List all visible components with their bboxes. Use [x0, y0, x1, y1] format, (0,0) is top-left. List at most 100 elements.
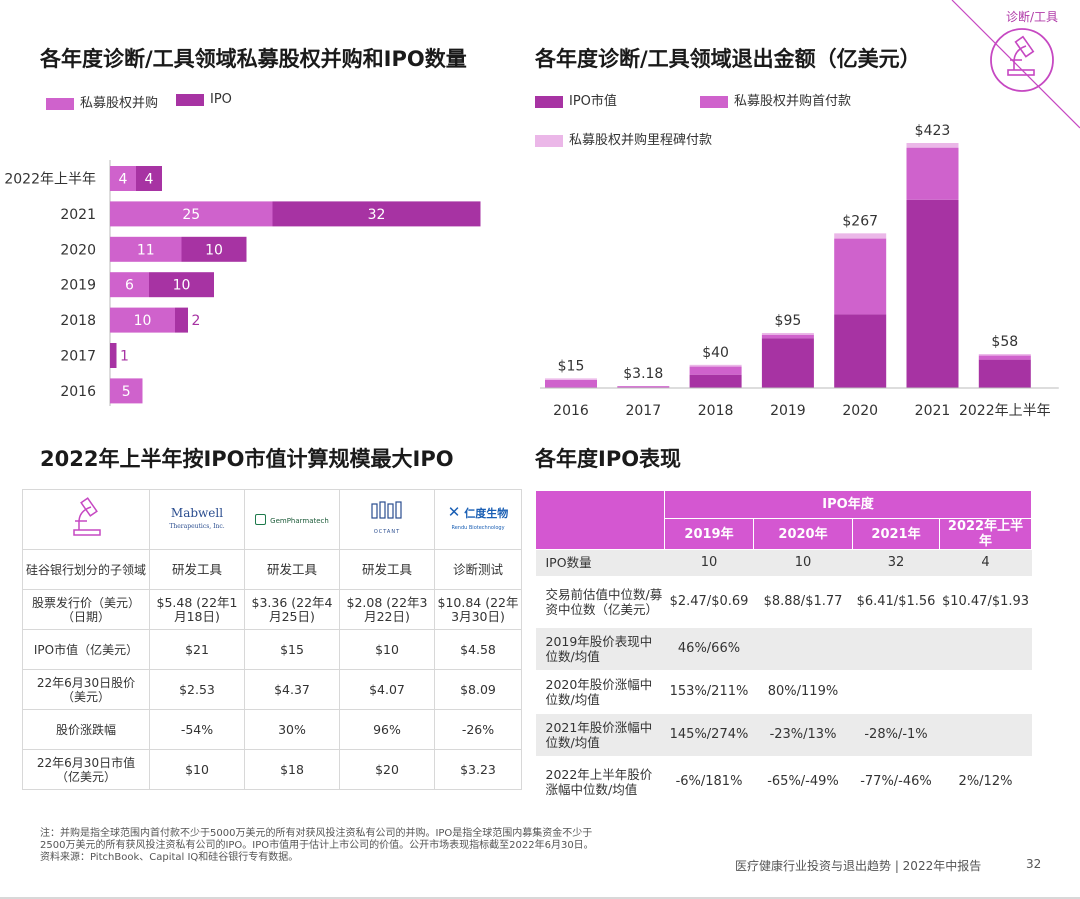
- table-cell: $2.53: [149, 669, 245, 710]
- row-label: 22年6月30日股价（美元）: [22, 669, 150, 710]
- table-cell: 96%: [339, 709, 435, 750]
- table-cell: $3.23: [434, 749, 522, 790]
- bar-segment: [906, 143, 959, 148]
- bar-segment: [110, 343, 117, 368]
- bar-segment: [834, 314, 887, 388]
- table-cell: 46%/66%: [664, 627, 754, 670]
- table-cell: $5.48 (22年1月18日): [149, 589, 245, 630]
- gem-logo-icon: [255, 513, 267, 525]
- row-label: 2021年股价涨幅中位数/均值: [535, 713, 665, 756]
- bar-segment: [110, 272, 149, 298]
- total-label: $423: [915, 123, 951, 139]
- table-cell: $4.07: [339, 669, 435, 710]
- table-cell: 145%/274%: [664, 713, 754, 756]
- table-cell: [939, 627, 1032, 670]
- table-row: 交易前估值中位数/募资中位数（亿美元） $2.47/$0.69 $8.88/$1…: [536, 576, 1032, 628]
- table-cell: $4.58: [434, 629, 522, 670]
- category-label: 2022年上半年: [4, 172, 96, 188]
- category-label: 2021: [60, 207, 96, 223]
- category-label: 2020: [842, 403, 878, 419]
- table-cell: $10: [149, 749, 245, 790]
- bar-segment: [272, 201, 481, 227]
- footnote-line: 2500万美元的所有获风投注资私有公司的IPO。IPO市值用于估计上市公司的价值…: [40, 840, 594, 851]
- bar-segment: [136, 166, 162, 191]
- data-label: 10: [173, 278, 191, 294]
- bar-segment: [545, 378, 597, 380]
- table-cell: 研发工具: [149, 549, 245, 590]
- legend-label: 私募股权并购: [80, 96, 159, 111]
- bar-segment: [689, 364, 742, 367]
- category-label: 2020: [60, 242, 96, 258]
- table-row: 22年6月30日市值（亿美元） $10 $18 $20 $3.23: [22, 749, 522, 790]
- bar-segment: [181, 236, 247, 262]
- table-cell: $20: [339, 749, 435, 790]
- data-label: 4: [119, 172, 128, 188]
- data-label: 10: [205, 242, 223, 258]
- category-label: 2017: [625, 403, 661, 419]
- bar-segment: [617, 386, 670, 388]
- row-label: 股价涨跌幅: [22, 709, 150, 750]
- bar-segment: [761, 334, 814, 339]
- legend-label: IPO市值: [569, 94, 617, 109]
- logo-subtext: Therapeutics, Inc.: [169, 522, 225, 530]
- table-cell: $8.88/$1.77: [763, 594, 843, 609]
- data-label: 25: [182, 207, 200, 223]
- table-cell: $8.09: [434, 669, 522, 710]
- bar-segment: [906, 199, 959, 388]
- total-label: $95: [775, 313, 802, 329]
- bar-segment: [689, 374, 742, 388]
- row-label: 硅谷银行划分的子领域: [22, 549, 150, 590]
- bar-segment: [110, 307, 175, 333]
- table-row: IPO市值（亿美元） $21 $15 $10 $4.58: [22, 629, 522, 670]
- table-cell: 153%/211%: [669, 684, 749, 699]
- year-header: 2021年: [852, 518, 940, 550]
- logo-row: Mabwell Therapeutics, Inc. GemPharmatech…: [22, 489, 522, 550]
- corner-decoration: [951, 0, 1080, 129]
- bar-segment: [175, 307, 188, 333]
- bar-segment: [761, 338, 814, 388]
- gempharmatech-logo: GemPharmatech: [244, 489, 340, 550]
- category-label: 2019: [770, 403, 806, 419]
- corner-diagonal-line: [951, 0, 1080, 129]
- table-cell: $10.84 (22年3月30日): [434, 589, 522, 630]
- logo-text: 仁度生物: [464, 506, 509, 520]
- chart2-legend-milestone: 私募股权并购里程碑付款: [535, 129, 712, 148]
- table-cell: 2%/12%: [958, 774, 1013, 789]
- data-label: 4: [145, 172, 154, 188]
- table-cell: $15: [244, 629, 340, 670]
- data-label: 2: [192, 313, 201, 329]
- legend-swatch: [535, 134, 563, 147]
- table-cell: -77%/-46%: [860, 774, 932, 789]
- table-cell: [940, 670, 1032, 714]
- legend-swatch: [46, 97, 74, 110]
- table-cell: $2.47/$0.69: [669, 594, 749, 609]
- row-label: 22年6月30日市值（亿美元）: [22, 749, 150, 790]
- table-row: 股价涨跌幅 -54% 30% 96% -26%: [22, 709, 522, 750]
- group-header: IPO年度: [664, 490, 1032, 519]
- mabwell-logo: Mabwell Therapeutics, Inc.: [149, 489, 245, 550]
- legend-swatch: [700, 95, 728, 108]
- table-cell: -26%: [434, 709, 522, 750]
- bar-segment: [110, 236, 182, 262]
- chart2-legend-upfront: 私募股权并购首付款: [700, 90, 851, 109]
- category-label: 2017: [60, 349, 96, 365]
- table-cell: $18: [244, 749, 340, 790]
- row-label: 2020年股价涨幅中位数/均值: [545, 676, 653, 707]
- category-label: 2016: [60, 384, 96, 400]
- bar-segment: [110, 378, 143, 404]
- bar-segment: [906, 147, 959, 200]
- table-cell: 研发工具: [339, 549, 435, 590]
- category-label: 2016: [553, 403, 589, 419]
- bar-segment: [110, 166, 136, 191]
- logo-text: GemPharmatech: [270, 516, 329, 525]
- table-cell: -6%/181%: [675, 774, 743, 789]
- table-cell: 30%: [244, 709, 340, 750]
- bar-segment: [978, 359, 1031, 388]
- category-label: 2021: [915, 403, 951, 419]
- row-label: IPO数量: [535, 549, 665, 576]
- logo-text: Mabwell: [170, 505, 224, 520]
- category-label: 2018: [60, 313, 96, 329]
- bar-segment: [761, 332, 814, 335]
- ipo-table-title: 2022年上半年按IPO市值计算规模最大IPO: [40, 447, 454, 471]
- table-cell: [853, 670, 940, 714]
